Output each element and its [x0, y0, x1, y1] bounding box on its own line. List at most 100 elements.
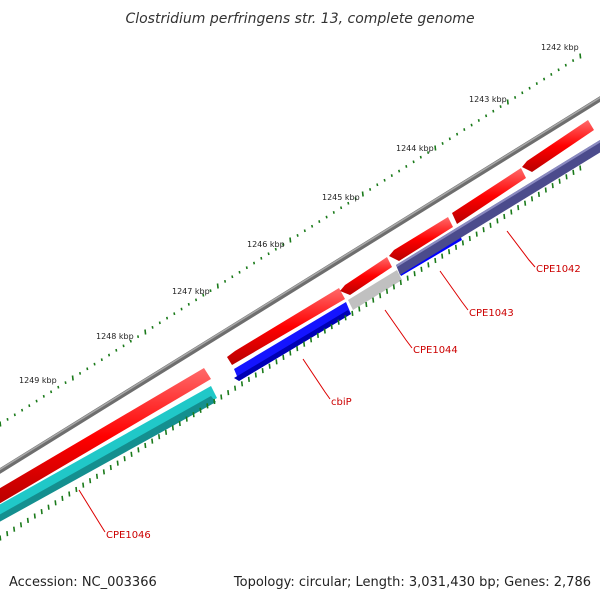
ruler-tick [543, 77, 546, 81]
ruler-tick [537, 191, 540, 197]
ruler-tick [318, 220, 321, 223]
gene-label-cpe1044[interactable]: CPE1044 [413, 345, 458, 356]
ruler-tick [558, 178, 561, 184]
gene-labels: CPE1042 CPE1043 CPE1044 cbiP CPE1046 [106, 264, 581, 541]
ruler-tick [572, 59, 575, 62]
ruler-tick [506, 99, 509, 105]
gene-label-cpe1043[interactable]: CPE1043 [469, 308, 514, 319]
ruler-tick [178, 420, 181, 427]
ruler-tick [144, 329, 147, 335]
ruler-tick [390, 174, 393, 177]
ruler-tick [579, 165, 582, 171]
ruler-tick [61, 495, 64, 501]
ruler-tick [199, 407, 202, 413]
ruler-tick [151, 438, 154, 444]
ruler-tick [492, 109, 495, 113]
ruler-tick [303, 229, 306, 233]
ruler-tick [220, 394, 223, 400]
ruler-tick [71, 375, 74, 381]
ruler-tick [550, 73, 553, 76]
ruler-tick [496, 218, 499, 224]
ruler-tick [254, 372, 257, 378]
ruler-tick [274, 247, 277, 251]
accession-text: Accession: NC_003366 [9, 575, 157, 590]
ruler-tick [75, 486, 78, 493]
ruler-tick [213, 398, 216, 405]
ruler-tick [521, 91, 524, 95]
ruler-tick [227, 390, 230, 396]
gene-feature[interactable] [227, 288, 345, 365]
ruler-tick [372, 297, 375, 303]
ruler-tick [102, 469, 105, 475]
ruler-tick [448, 137, 451, 141]
ruler-tick [93, 362, 96, 366]
ruler-tick [413, 271, 416, 277]
ruler-tick [185, 416, 188, 422]
ruler-tick [482, 227, 485, 233]
gene-label-cbip[interactable]: cbiP [331, 397, 352, 408]
ruler-label: 1249 kbp [19, 376, 57, 385]
ruler-tick [358, 306, 361, 312]
ruler-tick [419, 155, 422, 159]
gene-label-cpe1042[interactable]: CPE1042 [536, 264, 581, 275]
ruler-tick [86, 367, 89, 371]
ruler-tick [79, 371, 82, 375]
ruler-tick [441, 142, 444, 145]
ruler-tick [398, 169, 401, 173]
ruler-tick [68, 491, 71, 497]
ruler-label: 1247 kbp [172, 287, 210, 296]
ruler-tick [517, 205, 520, 211]
ruler-tick [116, 460, 119, 466]
ruler-tick [332, 211, 335, 214]
ruler-tick [89, 478, 92, 484]
gene-feature[interactable] [0, 368, 211, 505]
ruler-tick [503, 213, 506, 220]
ruler-tick [282, 354, 285, 360]
ruler-tick [202, 293, 205, 297]
gene-label-cpe1046[interactable]: CPE1046 [106, 530, 151, 541]
gene-feature[interactable] [396, 137, 600, 267]
ruler-tick [109, 464, 112, 471]
ruler-tick [6, 531, 9, 537]
gene-feature[interactable] [522, 120, 594, 172]
ruler-tick [405, 165, 408, 168]
ruler-tick [130, 451, 133, 457]
ruler-tick [13, 526, 16, 532]
gene-feature[interactable] [389, 217, 453, 261]
gene-feature[interactable] [0, 396, 216, 525]
ruler-tick [108, 353, 111, 357]
ruler-tick [144, 442, 147, 449]
forward-strand-genes [0, 120, 594, 505]
ruler-tick [275, 359, 278, 365]
ruler-label: 1245 kbp [322, 193, 360, 202]
gene-feature[interactable] [340, 257, 392, 295]
ruler-tick [369, 188, 372, 191]
gene-feature[interactable] [452, 168, 526, 224]
ruler-tick [311, 224, 314, 228]
ruler-tick [195, 298, 198, 302]
gene-feature[interactable] [348, 270, 402, 310]
ruler-tick [463, 128, 466, 131]
ruler-tick [224, 279, 227, 283]
inner-ruler [0, 165, 582, 541]
ruler-tick [499, 105, 502, 108]
ruler-tick [50, 390, 53, 394]
ruler-tick [166, 316, 169, 320]
gene-label-leaders [78, 230, 536, 533]
ruler-tick [427, 262, 430, 268]
ruler-tick [234, 385, 237, 391]
ruler-tick [468, 235, 471, 242]
ruler-tick [325, 215, 328, 219]
ruler-tick [187, 302, 190, 306]
ruler-tick [180, 307, 183, 311]
gene-feature[interactable] [234, 310, 351, 381]
ruler-tick [383, 178, 386, 182]
ruler-tick [238, 270, 241, 274]
ruler-tick [296, 234, 299, 237]
ruler-tick [123, 456, 126, 462]
ruler-tick [47, 504, 50, 510]
ruler-tick [351, 310, 354, 316]
position-ruler [0, 53, 582, 427]
ruler-tick [412, 160, 415, 164]
